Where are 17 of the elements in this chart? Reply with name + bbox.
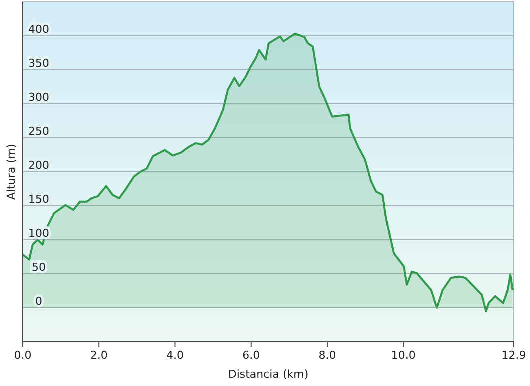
y-tick-label: 150 bbox=[28, 192, 50, 206]
x-tick-label: 8.0 bbox=[318, 349, 336, 362]
y-tick-label: 350 bbox=[28, 56, 50, 70]
y-tick-label: 50 bbox=[32, 260, 46, 274]
y-axis-title: Altura (m) bbox=[5, 144, 18, 200]
x-tick-label: 0.0 bbox=[14, 349, 32, 362]
x-tick-label: 2.0 bbox=[90, 349, 108, 362]
x-tick-label: 12.9 bbox=[502, 349, 526, 362]
x-tick-label: 6.0 bbox=[242, 349, 260, 362]
y-tick-label: 200 bbox=[28, 158, 50, 172]
y-tick-label: 250 bbox=[28, 124, 50, 138]
x-tick-label: 10.0 bbox=[391, 349, 416, 362]
y-tick-label: 400 bbox=[28, 22, 50, 36]
x-axis-title: Distancia (km) bbox=[228, 368, 309, 381]
x-tick-label: 4.0 bbox=[166, 349, 184, 362]
y-tick-label: 300 bbox=[28, 90, 50, 104]
y-tick-label: 0 bbox=[36, 294, 42, 308]
